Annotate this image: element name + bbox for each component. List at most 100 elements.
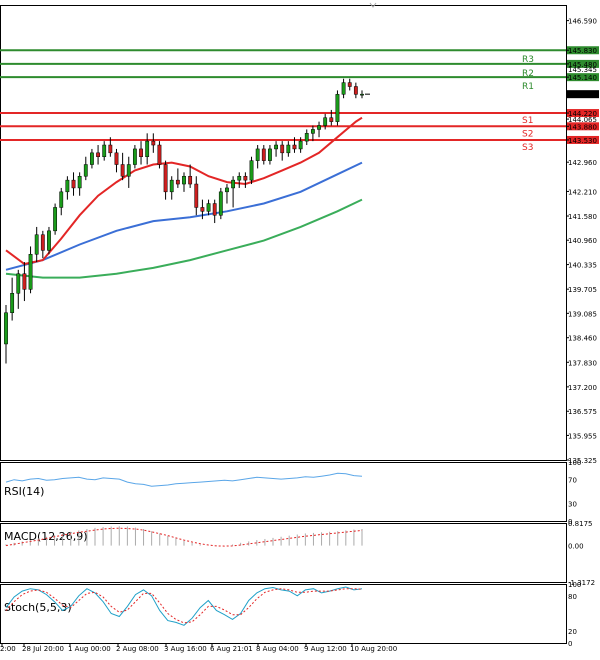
candle-body <box>22 273 27 290</box>
price-tick-label: 141.580 <box>568 213 597 221</box>
price-tick-label: 142.210 <box>568 188 597 196</box>
rsi-axis-label: 100 <box>568 459 581 467</box>
candle-body <box>347 82 352 87</box>
candle-body <box>157 144 162 165</box>
candle-body <box>261 148 266 161</box>
ema-slow-line <box>5 198 363 279</box>
time-tick-label: 9 Aug 12:00 <box>304 645 347 653</box>
candle-body <box>40 234 45 251</box>
price-tick-label: 146.590 <box>568 18 597 26</box>
price-tick-label: 140.335 <box>568 262 597 270</box>
stoch-pane-title: Stoch(5,5,3) <box>4 601 72 614</box>
time-tick-label: 10 Aug 20:00 <box>350 645 397 653</box>
candle-body <box>151 140 156 146</box>
rsi-axis-label: 30 <box>568 500 577 508</box>
time-tick-label: 1 Aug 00:00 <box>68 645 111 653</box>
candle-body <box>53 207 58 232</box>
level-label-R2: R2 <box>522 69 534 79</box>
pane-frame-0 <box>0 5 567 461</box>
price-tick-label: 138.460 <box>568 335 597 343</box>
candle-body <box>335 94 340 122</box>
candle-body <box>360 93 364 96</box>
candle-body <box>243 175 248 181</box>
candle-body <box>298 140 303 150</box>
candle-body <box>102 144 107 157</box>
level-label-S3: S3 <box>522 143 533 153</box>
time-tick-label: 8 Aug 04:00 <box>256 645 299 653</box>
stoch-axis-label: 20 <box>568 628 577 636</box>
candle-body <box>268 148 272 161</box>
current-price-text: 144.704 <box>568 91 597 99</box>
level-tag-S1 <box>567 109 599 118</box>
level-tag-text-R1: 145.140 <box>568 74 597 82</box>
price-tick-label: 135.955 <box>568 432 597 440</box>
current-price-tag <box>567 90 599 99</box>
price-tick-label: 137.200 <box>568 384 597 392</box>
pane-frame-1 <box>0 462 567 522</box>
price-tick-label: 139.705 <box>568 286 597 294</box>
level-tag-S3 <box>567 135 599 144</box>
rsi-axis-label: 0 <box>568 518 572 526</box>
candle-body <box>163 164 168 193</box>
candle-body <box>34 234 39 255</box>
level-label-S2: S2 <box>522 129 533 139</box>
candle-body <box>182 175 186 185</box>
level-tag-R1 <box>567 73 599 82</box>
candle-body <box>120 164 125 177</box>
price-tick-label: 144.065 <box>568 116 597 124</box>
candle-body <box>169 179 174 193</box>
level-tag-R3 <box>567 46 599 55</box>
candle-body <box>194 183 199 208</box>
price-tick-label: 136.575 <box>568 408 597 416</box>
candle-body <box>225 187 229 193</box>
candle-body <box>317 125 321 130</box>
candle-body <box>126 164 131 177</box>
level-tag-text-R2: 145.480 <box>568 61 597 69</box>
candle-body <box>145 140 150 157</box>
candle-body <box>4 312 8 345</box>
candle-body <box>28 253 33 290</box>
candle-body <box>231 179 236 189</box>
macd-signal-line <box>5 527 363 547</box>
stoch-axis-label: 100 <box>568 581 581 589</box>
candle-body <box>96 152 100 157</box>
time-tick-label: 2:00 <box>0 645 16 653</box>
candle-body <box>304 133 309 142</box>
chevron-down-icon <box>369 2 377 8</box>
pane-frame-3 <box>0 584 567 644</box>
candle-body <box>188 175 193 185</box>
stoch-axis-label: 0 <box>568 640 572 648</box>
macd-axis-label: 0.00 <box>568 543 584 551</box>
candle-body <box>323 117 328 126</box>
macd-axis-label: 0.8175 <box>568 520 593 528</box>
candle-body <box>280 144 285 154</box>
candle-body <box>200 207 205 212</box>
candle-body <box>59 191 64 208</box>
level-tag-text-R3: 145.830 <box>568 47 597 55</box>
candle-body <box>10 293 15 314</box>
candle-body <box>175 179 180 185</box>
level-tag-S2 <box>567 122 599 131</box>
candle-body <box>329 117 334 122</box>
level-tag-text-S1: 144.220 <box>568 110 597 118</box>
price-tick-label: 140.960 <box>568 237 597 245</box>
rsi-axis-label: 70 <box>568 477 577 485</box>
candle-body <box>65 179 70 193</box>
rsi-line <box>5 472 363 487</box>
candle-body <box>16 273 21 294</box>
level-tag-text-S2: 143.880 <box>568 123 597 131</box>
time-tick-label: 2 Aug 08:00 <box>116 645 159 653</box>
candle-body <box>108 144 113 154</box>
candle-body <box>353 86 358 95</box>
candle-body <box>255 148 260 161</box>
price-tick-label: 139.085 <box>568 310 597 318</box>
candle-body <box>47 230 51 251</box>
level-label-S1: S1 <box>522 116 533 126</box>
candle-body <box>218 191 223 216</box>
candle-body <box>206 203 211 212</box>
candle-body <box>237 175 242 181</box>
macd-pane-title: MACD(12,26,9) <box>4 530 88 543</box>
price-tick-label: 142.960 <box>568 159 597 167</box>
